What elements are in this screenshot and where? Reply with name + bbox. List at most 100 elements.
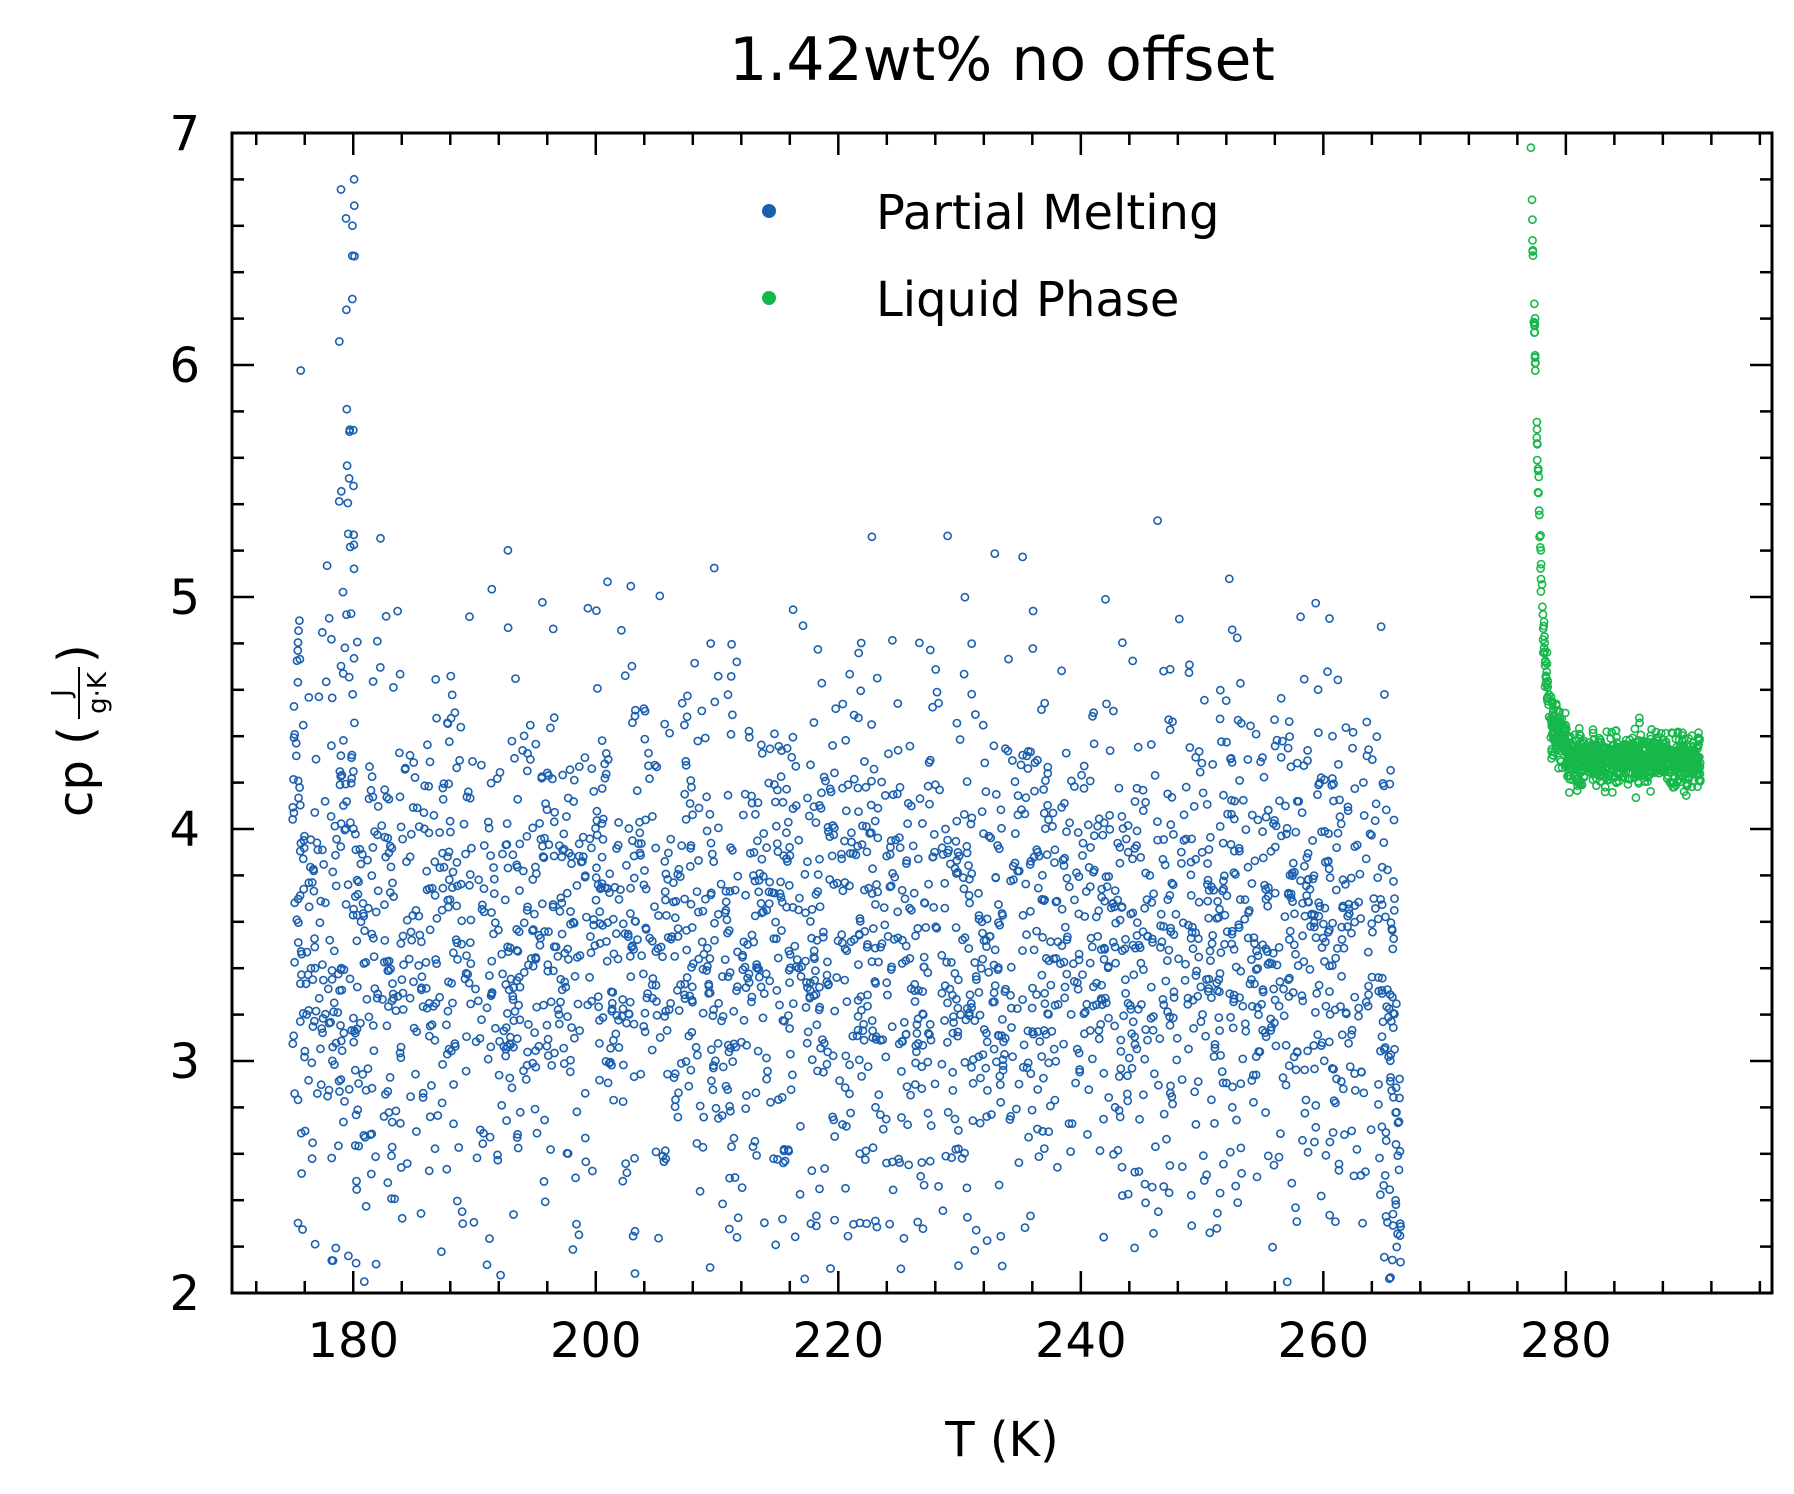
data-point-liquid-phase	[1668, 746, 1678, 756]
data-point-partial-melting	[1135, 1114, 1144, 1124]
data-point-partial-melting	[449, 1119, 458, 1129]
data-point-partial-melting	[592, 830, 602, 840]
data-point-partial-melting	[1115, 915, 1125, 925]
data-point-partial-melting	[1208, 760, 1218, 769]
data-point-partial-melting	[1270, 995, 1280, 1005]
data-point-partial-melting	[439, 862, 449, 872]
data-point-partial-melting	[1123, 847, 1133, 857]
data-point-partial-melting	[872, 1222, 882, 1232]
data-point-partial-melting	[341, 900, 351, 909]
data-point-partial-melting	[512, 925, 522, 934]
data-point-partial-melting	[923, 968, 933, 977]
data-point-partial-melting	[601, 769, 611, 779]
data-point-partial-melting	[477, 1015, 486, 1025]
data-point-partial-melting	[1202, 975, 1211, 984]
data-point-partial-melting	[1285, 926, 1295, 936]
data-point-partial-melting	[485, 1234, 494, 1243]
data-point-partial-melting	[1377, 1122, 1387, 1132]
data-point-partial-melting	[595, 939, 605, 948]
data-point-partial-melting	[323, 984, 333, 994]
data-point-partial-melting	[1377, 973, 1387, 983]
data-point-partial-melting	[1376, 622, 1386, 631]
data-point-partial-melting	[1315, 902, 1325, 911]
data-point-partial-melting	[1218, 1078, 1228, 1088]
y-axis-label-prefix: cp (	[48, 726, 104, 817]
data-point-partial-melting	[325, 935, 335, 945]
data-point-partial-melting	[1179, 810, 1189, 820]
data-point-partial-melting	[348, 767, 358, 776]
data-point-partial-melting	[670, 952, 680, 961]
data-point-partial-melting	[535, 819, 544, 828]
data-point-partial-melting	[1390, 894, 1399, 903]
data-point-partial-melting	[1150, 1069, 1159, 1079]
data-point-partial-melting	[772, 839, 782, 848]
data-point-liquid-phase	[1613, 768, 1623, 778]
data-point-partial-melting	[728, 845, 737, 855]
data-point-partial-melting	[747, 798, 757, 808]
data-point-partial-melting	[597, 736, 607, 745]
data-point-partial-melting	[340, 825, 350, 835]
data-point-partial-melting	[1180, 975, 1190, 985]
data-point-partial-melting	[835, 1076, 844, 1085]
data-point-partial-melting	[1219, 876, 1228, 886]
data-point-partial-melting	[645, 774, 654, 784]
data-point-partial-melting	[964, 861, 973, 870]
data-point-partial-melting	[1327, 780, 1337, 790]
data-point-partial-melting	[639, 969, 648, 979]
data-point-partial-melting	[640, 734, 650, 744]
data-point-partial-melting	[508, 991, 518, 1001]
data-point-partial-melting	[1147, 934, 1157, 944]
data-point-partial-melting	[670, 913, 680, 923]
data-point-partial-melting	[918, 987, 928, 996]
data-point-partial-melting	[316, 1080, 326, 1090]
data-point-partial-melting	[782, 902, 791, 912]
data-point-partial-melting	[1164, 945, 1174, 955]
data-point-partial-melting	[558, 846, 568, 855]
data-point-partial-melting	[317, 960, 327, 969]
data-point-partial-melting	[422, 866, 432, 876]
data-point-partial-melting	[682, 926, 691, 935]
data-point-partial-melting	[727, 1142, 736, 1151]
data-point-partial-melting	[407, 935, 417, 945]
data-point-partial-melting	[310, 934, 319, 943]
data-point-partial-melting	[680, 894, 689, 904]
data-point-partial-melting	[1033, 883, 1043, 893]
data-point-partial-melting	[713, 671, 723, 681]
data-point-partial-melting	[515, 1015, 525, 1025]
data-point-partial-melting	[823, 822, 833, 832]
data-point-liquid-phase	[1588, 769, 1598, 779]
data-point-partial-melting	[503, 863, 513, 873]
data-point-partial-melting	[1391, 1083, 1401, 1093]
data-point-partial-melting	[1247, 810, 1257, 820]
data-point-partial-melting	[1382, 1002, 1392, 1011]
data-point-partial-melting	[778, 1214, 787, 1224]
data-point-partial-melting	[1392, 1107, 1401, 1117]
data-point-partial-melting	[320, 796, 330, 806]
data-point-partial-melting	[512, 860, 522, 870]
data-point-partial-melting	[424, 1031, 434, 1041]
data-point-liquid-phase	[1542, 647, 1552, 657]
data-point-partial-melting	[868, 1033, 878, 1042]
data-point-partial-melting	[549, 851, 559, 861]
data-point-partial-melting	[861, 782, 871, 792]
data-point-partial-melting	[827, 851, 837, 861]
data-point-partial-melting	[443, 1006, 453, 1016]
data-point-partial-melting	[1325, 614, 1334, 623]
data-point-partial-melting	[396, 822, 406, 832]
data-point-partial-melting	[1257, 999, 1266, 1009]
data-point-partial-melting	[1084, 1085, 1094, 1095]
data-point-partial-melting	[816, 1043, 825, 1053]
data-point-partial-melting	[1290, 909, 1299, 919]
data-point-partial-melting	[1276, 693, 1286, 703]
data-point-partial-melting	[1359, 1088, 1369, 1098]
data-point-partial-melting	[967, 1062, 976, 1072]
data-point-partial-melting	[1193, 1077, 1203, 1086]
data-point-partial-melting	[1258, 1025, 1267, 1035]
data-point-partial-melting	[597, 879, 607, 888]
data-point-partial-melting	[860, 757, 869, 766]
data-point-partial-melting	[1274, 1001, 1284, 1011]
data-point-partial-melting	[531, 739, 541, 749]
data-point-partial-melting	[965, 898, 974, 908]
data-point-partial-melting	[1189, 802, 1199, 811]
data-point-partial-melting	[820, 1164, 829, 1173]
